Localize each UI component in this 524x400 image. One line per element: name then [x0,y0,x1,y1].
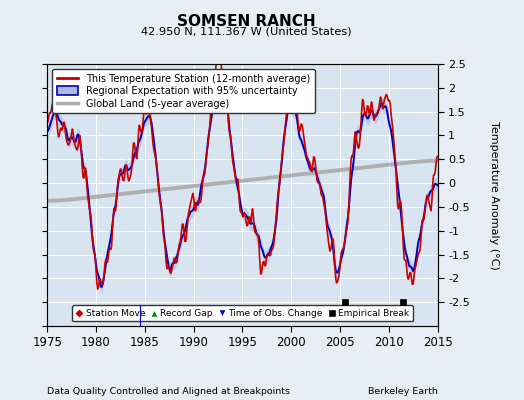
Text: Berkeley Earth: Berkeley Earth [368,387,438,396]
Y-axis label: Temperature Anomaly (°C): Temperature Anomaly (°C) [489,121,499,269]
Legend: Station Move, Record Gap, Time of Obs. Change, Empirical Break: Station Move, Record Gap, Time of Obs. C… [72,305,413,322]
Text: SOMSEN RANCH: SOMSEN RANCH [177,14,315,29]
Text: Data Quality Controlled and Aligned at Breakpoints: Data Quality Controlled and Aligned at B… [47,387,290,396]
Text: 42.950 N, 111.367 W (United States): 42.950 N, 111.367 W (United States) [141,26,352,36]
